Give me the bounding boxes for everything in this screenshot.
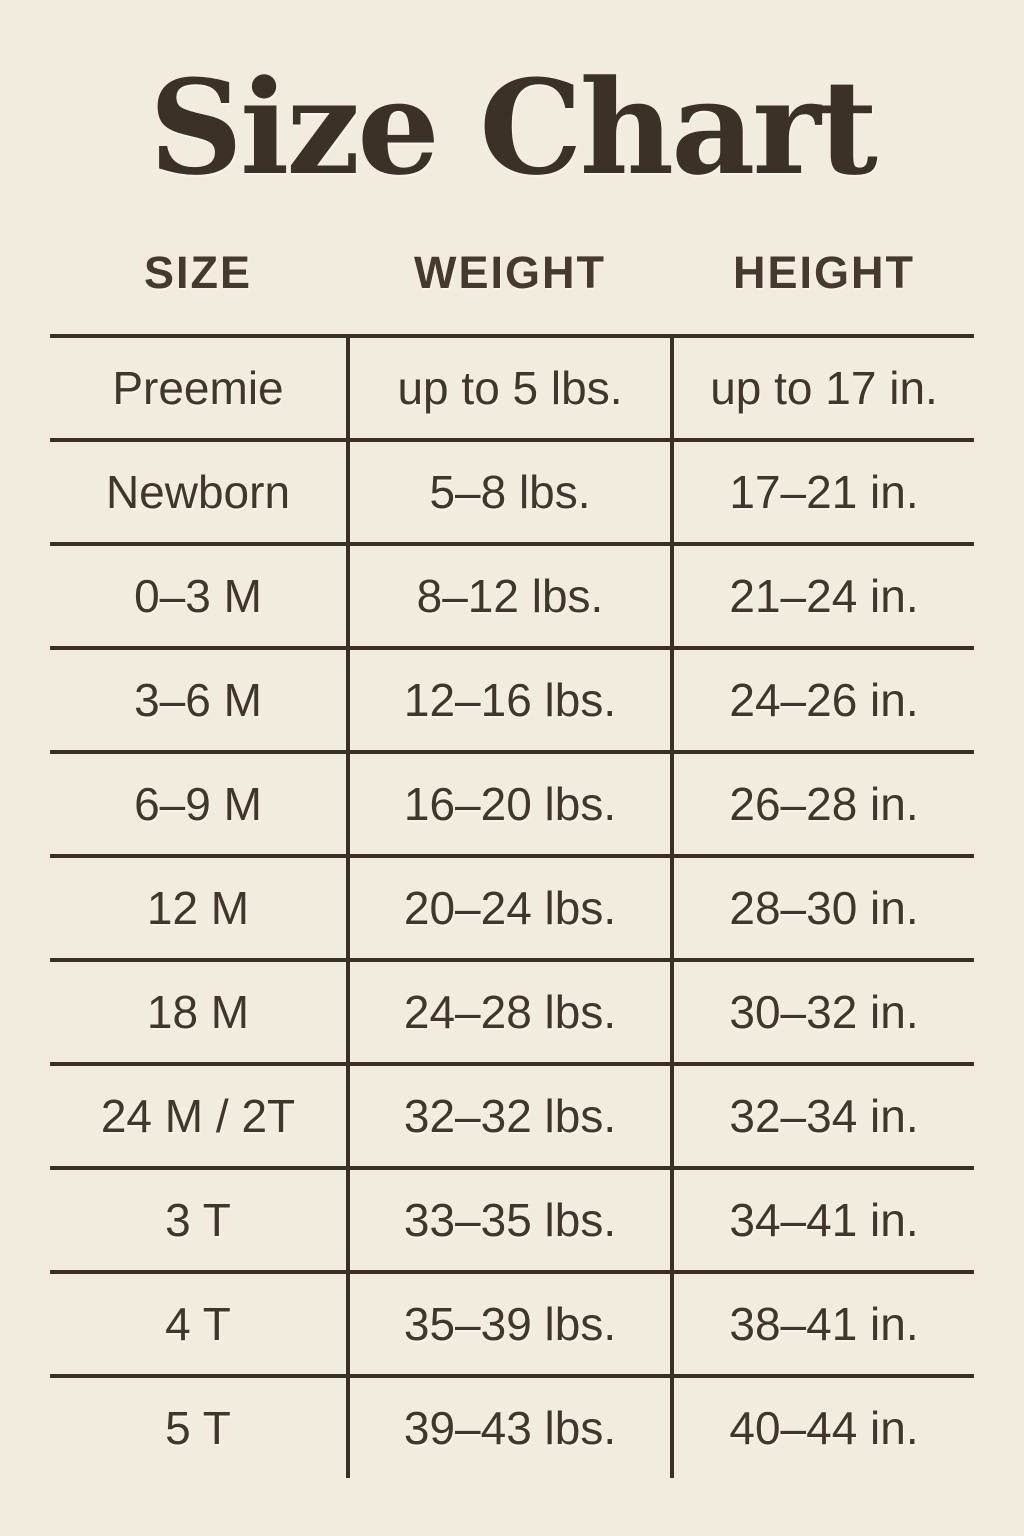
size-cell: 6–9 M [134, 778, 262, 830]
table-row: 3 T 33–35 lbs. 34–41 in. [50, 1166, 974, 1270]
table-row: Newborn 5–8 lbs. 17–21 in. [50, 438, 974, 542]
height-cell: 17–21 in. [729, 466, 919, 518]
table-body: Preemie up to 5 lbs. up to 17 in. Newbor… [50, 334, 974, 1478]
height-cell: 32–34 in. [729, 1090, 919, 1142]
weight-cell: 8–12 lbs. [346, 546, 674, 646]
column-header-size: SIZE [143, 247, 253, 298]
height-cell: 40–44 in. [729, 1402, 919, 1454]
size-cell: 3–6 M [134, 674, 262, 726]
weight-cell: 33–35 lbs. [346, 1170, 674, 1270]
height-cell: 24–26 in. [729, 674, 919, 726]
column-header-weight: WEIGHT [414, 247, 606, 298]
weight-cell: 35–39 lbs. [346, 1274, 674, 1374]
table-row: 6–9 M 16–20 lbs. 26–28 in. [50, 750, 974, 854]
weight-cell: 24–28 lbs. [346, 962, 674, 1062]
size-cell: 5 T [165, 1402, 231, 1454]
table-row: 12 M 20–24 lbs. 28–30 in. [50, 854, 974, 958]
table-row: 24 M / 2T 32–32 lbs. 32–34 in. [50, 1062, 974, 1166]
page-title: Size Chart [149, 51, 878, 204]
size-cell: 12 M [146, 882, 250, 934]
table-row: 4 T 35–39 lbs. 38–41 in. [50, 1270, 974, 1374]
table-row: 18 M 24–28 lbs. 30–32 in. [50, 958, 974, 1062]
size-chart-table: SIZE WEIGHT HEIGHT Preemie up to 5 lbs. … [50, 238, 974, 1478]
height-cell: 34–41 in. [729, 1194, 919, 1246]
table-row: 0–3 M 8–12 lbs. 21–24 in. [50, 542, 974, 646]
size-cell: 3 T [165, 1194, 231, 1246]
height-cell: 21–24 in. [729, 570, 919, 622]
weight-cell: 12–16 lbs. [346, 650, 674, 750]
table-row: 3–6 M 12–16 lbs. 24–26 in. [50, 646, 974, 750]
height-cell: 26–28 in. [729, 778, 919, 830]
size-cell: 0–3 M [134, 570, 262, 622]
size-cell: 4 T [165, 1298, 231, 1350]
height-cell: up to 17 in. [710, 362, 938, 414]
table-row: Preemie up to 5 lbs. up to 17 in. [50, 334, 974, 438]
weight-cell: 16–20 lbs. [346, 754, 674, 854]
table-header-row: SIZE WEIGHT HEIGHT [50, 238, 974, 308]
column-header-height: HEIGHT [732, 247, 915, 298]
height-cell: 38–41 in. [729, 1298, 919, 1350]
weight-cell: up to 5 lbs. [346, 338, 674, 438]
height-cell: 28–30 in. [729, 882, 919, 934]
height-cell: 30–32 in. [729, 986, 919, 1038]
size-cell: Newborn [105, 466, 291, 518]
size-cell: Preemie [112, 362, 284, 414]
weight-cell: 20–24 lbs. [346, 858, 674, 958]
table-row: 5 T 39–43 lbs. 40–44 in. [50, 1374, 974, 1478]
weight-cell: 5–8 lbs. [346, 442, 674, 542]
size-cell: 18 M [146, 986, 250, 1038]
weight-cell: 39–43 lbs. [346, 1378, 674, 1478]
size-cell: 24 M / 2T [100, 1090, 296, 1142]
weight-cell: 32–32 lbs. [346, 1066, 674, 1166]
